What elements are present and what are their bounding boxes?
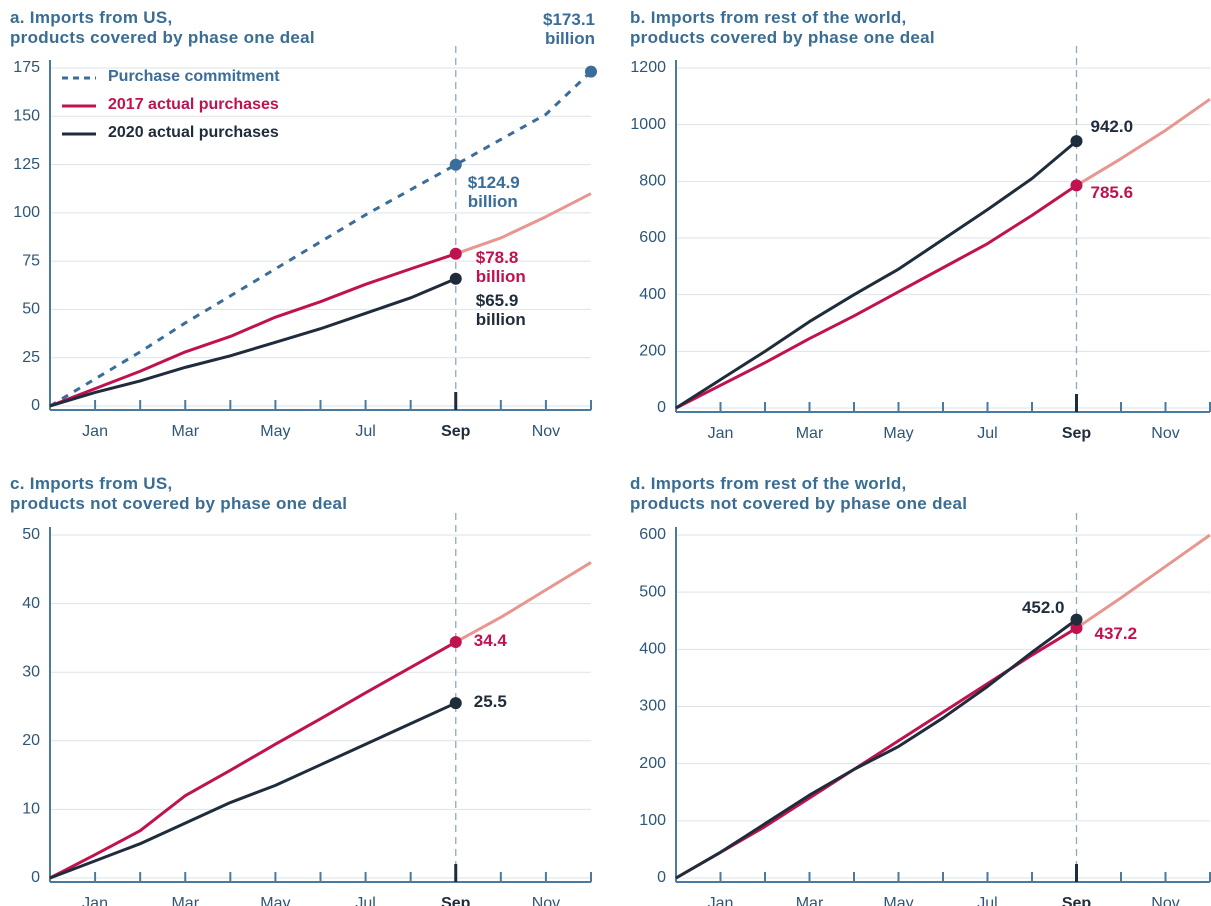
x-tick-label: Sep: [1062, 895, 1092, 906]
point-marker: [1070, 622, 1083, 635]
panel-title: c. Imports from US, products not covered…: [10, 474, 348, 513]
point-marker: [449, 636, 462, 649]
y-tick-label: 600: [639, 229, 666, 246]
x-tick-label: May: [260, 423, 290, 440]
legend-label: 2017 actual purchases: [108, 96, 279, 113]
panel-title: a. Imports from US, products covered by …: [10, 8, 315, 47]
y-tick-label: 150: [13, 108, 40, 125]
y-tick-label: 10: [22, 801, 40, 818]
legend-label: 2020 actual purchases: [108, 124, 279, 141]
data-label: 25.5: [473, 692, 507, 712]
point-marker: [449, 697, 462, 710]
data-label: 942.0: [1090, 117, 1134, 137]
y-tick-label: 100: [639, 812, 666, 829]
series-line: [675, 618, 1078, 880]
x-tick-label: Nov: [532, 423, 560, 440]
y-tick-label: 50: [22, 301, 40, 318]
y-tick-label: 1000: [630, 116, 666, 133]
series-line: [675, 97, 1211, 410]
y-tick-label: 600: [639, 526, 666, 543]
x-tick-label: Jan: [82, 895, 108, 906]
data-label: $65.9 billion: [475, 290, 526, 329]
y-tick-label: 0: [657, 869, 666, 886]
point-marker: [1070, 613, 1083, 626]
panel-title: b. Imports from rest of the world, produ…: [630, 8, 935, 47]
y-tick-label: 1200: [630, 59, 666, 76]
point-marker: [1070, 179, 1083, 192]
series-line: [675, 533, 1211, 880]
y-tick-label: 300: [639, 698, 666, 715]
point-marker: [449, 272, 462, 285]
x-tick-label: Mar: [796, 425, 824, 442]
series-line: [49, 277, 457, 408]
point-marker: [585, 65, 597, 78]
y-tick-label: 500: [639, 583, 666, 600]
x-tick-label: Jul: [977, 895, 997, 906]
y-tick-label: 0: [31, 397, 40, 414]
y-tick-label: 125: [13, 156, 40, 173]
data-label: 437.2: [1094, 624, 1138, 644]
series-line: [675, 139, 1078, 410]
x-tick-label: Jan: [708, 425, 734, 442]
x-tick-label: Mar: [171, 895, 199, 906]
series-line: [49, 192, 592, 408]
y-tick-label: 75: [22, 252, 40, 269]
legend-label: Purchase commitment: [108, 68, 280, 85]
data-label: 785.6: [1090, 183, 1134, 203]
point-marker: [1070, 135, 1083, 148]
x-tick-label: Jul: [977, 425, 997, 442]
y-tick-label: 200: [639, 755, 666, 772]
y-tick-label: 400: [639, 641, 666, 658]
x-tick-label: Jul: [355, 423, 375, 440]
data-label: $78.8 billion: [475, 247, 526, 286]
x-tick-label: Nov: [1151, 425, 1179, 442]
y-tick-label: 25: [22, 349, 40, 366]
x-tick-label: Jul: [355, 895, 375, 906]
y-tick-label: 800: [639, 173, 666, 190]
x-tick-label: May: [260, 895, 290, 906]
data-label: 34.4: [473, 631, 507, 651]
point-marker: [449, 247, 462, 260]
x-tick-label: Sep: [1062, 425, 1092, 442]
data-label: 452.0: [1021, 597, 1065, 617]
x-tick-label: May: [883, 895, 913, 906]
x-tick-label: Mar: [171, 423, 199, 440]
y-tick-label: 175: [13, 59, 40, 76]
data-label: $173.1 billion: [543, 9, 595, 48]
y-tick-label: 40: [22, 595, 40, 612]
y-tick-label: 50: [22, 526, 40, 543]
y-tick-label: 30: [22, 663, 40, 680]
x-tick-label: May: [883, 425, 913, 442]
x-tick-label: Nov: [532, 895, 560, 906]
y-tick-label: 100: [13, 204, 40, 221]
x-tick-label: Sep: [441, 423, 471, 440]
y-tick-label: 200: [639, 343, 666, 360]
y-tick-label: 0: [657, 399, 666, 416]
panel-title: d. Imports from rest of the world, produ…: [630, 474, 968, 513]
x-tick-label: Mar: [796, 895, 824, 906]
point-marker: [449, 158, 462, 171]
x-tick-label: Sep: [441, 895, 471, 906]
y-tick-label: 400: [639, 286, 666, 303]
data-label: $124.9 billion: [467, 172, 520, 211]
x-tick-label: Nov: [1151, 895, 1179, 906]
y-tick-label: 0: [31, 869, 40, 886]
x-tick-label: Jan: [82, 423, 108, 440]
series-line: [49, 561, 592, 880]
x-tick-label: Jan: [708, 895, 734, 906]
series-line: [49, 70, 593, 408]
series-line: [49, 701, 457, 880]
y-tick-label: 20: [22, 732, 40, 749]
